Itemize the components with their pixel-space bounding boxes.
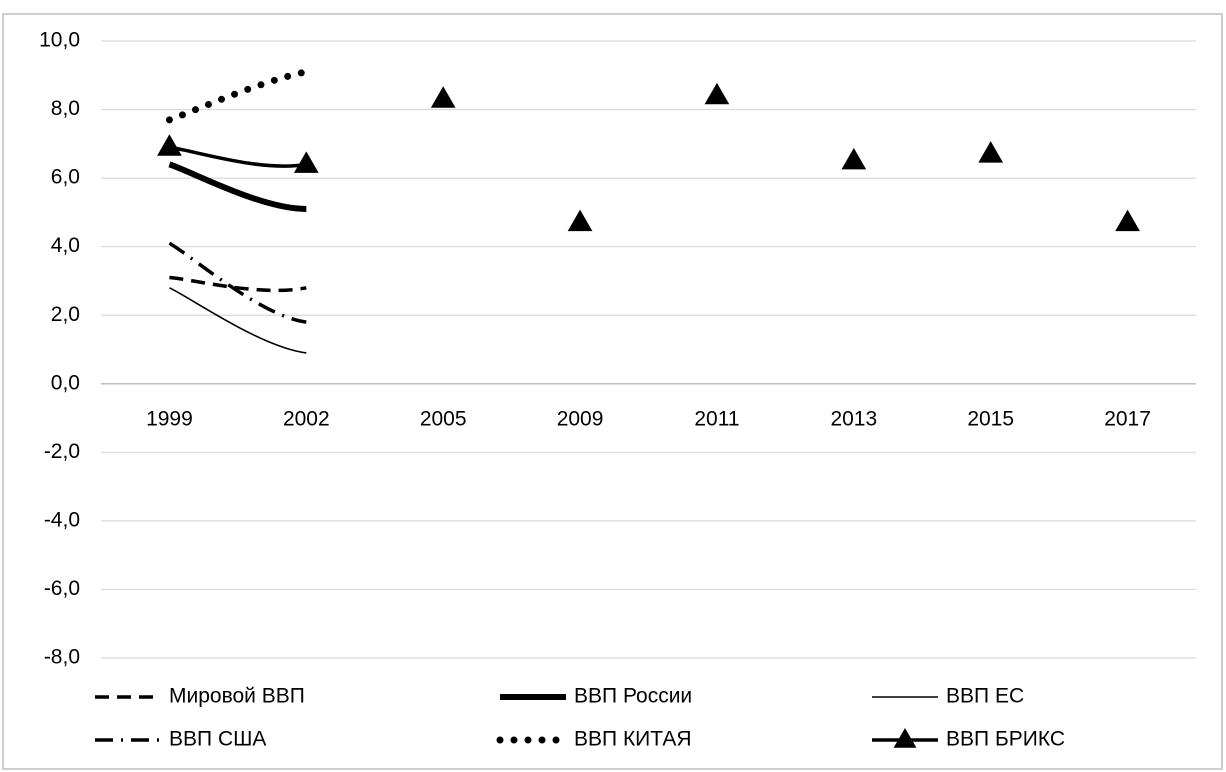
x-tick-label: 1999 (146, 407, 193, 430)
legend-label: ВВП ЕС (946, 685, 1024, 708)
y-tick-label: 4,0 (51, 234, 80, 257)
legend-label: Мировой ВВП (169, 685, 305, 708)
legend-label: ВВП БРИКС (946, 728, 1065, 751)
legend-label: ВВП США (169, 728, 266, 751)
series-line (168, 161, 307, 212)
series-line (165, 68, 310, 124)
point-marker (704, 82, 730, 105)
y-tick-label: 2,0 (51, 303, 80, 326)
point-marker (978, 141, 1004, 163)
series-line (169, 275, 307, 293)
y-tick-label: -6,0 (44, 577, 80, 600)
point-marker (293, 151, 319, 173)
x-tick-label: 2005 (420, 407, 467, 430)
point-marker (157, 134, 182, 156)
legend-label: ВВП России (574, 685, 692, 708)
y-tick-label: -8,0 (44, 646, 80, 669)
x-tick-label: 2002 (283, 407, 330, 430)
point-marker (841, 147, 867, 170)
point-marker (430, 86, 456, 108)
chart-border (2, 13, 1223, 770)
x-tick-label: 2013 (830, 407, 877, 430)
x-tick-label: 2017 (1104, 407, 1151, 430)
y-tick-label: 0,0 (51, 371, 80, 394)
y-tick-label: -2,0 (44, 440, 80, 463)
series-line (169, 145, 307, 168)
series-line (169, 287, 307, 354)
series-line (168, 241, 307, 324)
y-tick-label: 6,0 (51, 166, 80, 189)
y-tick-label: 10,0 (39, 29, 80, 52)
x-tick-label: 2011 (694, 407, 739, 430)
x-tick-label: 2009 (557, 407, 604, 430)
point-marker (567, 209, 593, 232)
y-tick-label: -4,0 (44, 508, 80, 531)
point-marker (1115, 209, 1140, 232)
legend-label: ВВП КИТАЯ (574, 728, 692, 751)
x-tick-label: 2015 (967, 407, 1014, 430)
y-tick-label: 8,0 (51, 97, 80, 120)
legend-marker (893, 728, 917, 748)
